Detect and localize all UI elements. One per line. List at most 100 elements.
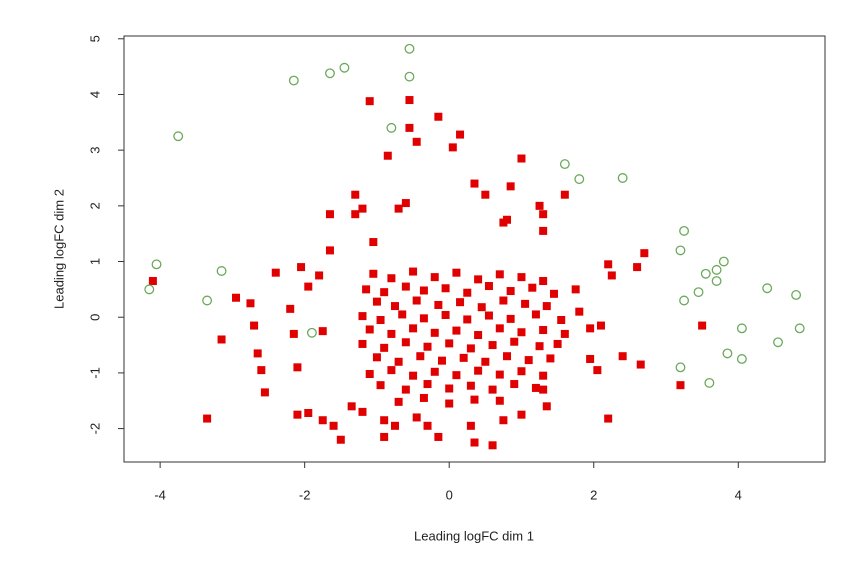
- point: [445, 339, 454, 348]
- point: [531, 383, 540, 392]
- point: [495, 324, 504, 333]
- point: [524, 356, 533, 365]
- point: [466, 344, 475, 353]
- point: [539, 210, 548, 219]
- point: [391, 302, 400, 311]
- point: [293, 410, 302, 419]
- point: [448, 143, 457, 152]
- point: [604, 414, 613, 423]
- point: [517, 273, 526, 282]
- point: [539, 385, 548, 394]
- point: [488, 341, 497, 350]
- point: [575, 307, 584, 316]
- point: [339, 62, 350, 73]
- point: [419, 286, 428, 295]
- point: [675, 245, 686, 256]
- point: [380, 432, 389, 441]
- point: [365, 325, 374, 334]
- y-tick-label: 2: [87, 202, 102, 209]
- point: [369, 269, 378, 278]
- point: [329, 421, 338, 430]
- point: [539, 326, 548, 335]
- point: [297, 263, 306, 272]
- point: [474, 331, 483, 340]
- point: [675, 362, 686, 373]
- point: [736, 354, 747, 364]
- point: [549, 289, 558, 298]
- point: [517, 154, 526, 163]
- point: [503, 352, 512, 361]
- point: [557, 316, 566, 324]
- point: [503, 215, 512, 224]
- point: [423, 380, 432, 389]
- point: [398, 310, 407, 319]
- point: [470, 438, 479, 447]
- point: [288, 75, 299, 86]
- point: [386, 122, 397, 133]
- point: [711, 276, 722, 286]
- point: [711, 264, 722, 275]
- y-tick-label: 1: [87, 258, 102, 265]
- point: [358, 339, 367, 348]
- y-tick-label: -1: [87, 367, 102, 379]
- point: [376, 316, 385, 324]
- point: [586, 354, 595, 363]
- point: [318, 416, 327, 425]
- point: [722, 348, 733, 359]
- point: [380, 416, 389, 425]
- point: [633, 263, 642, 272]
- point: [488, 441, 497, 450]
- point: [474, 275, 483, 284]
- point: [173, 131, 184, 142]
- x-tick-label: -4: [154, 487, 166, 502]
- point: [506, 182, 515, 191]
- point: [445, 399, 454, 408]
- point: [419, 314, 428, 323]
- point: [202, 295, 213, 306]
- point: [401, 385, 410, 394]
- point: [521, 299, 530, 308]
- point: [718, 256, 729, 267]
- point: [401, 338, 410, 347]
- point: [362, 285, 371, 294]
- point: [679, 295, 690, 306]
- point: [560, 190, 569, 199]
- point: [452, 268, 461, 277]
- point: [434, 432, 443, 441]
- y-tick-label: 5: [87, 35, 102, 42]
- point: [376, 381, 385, 390]
- point: [394, 397, 403, 406]
- point: [151, 259, 162, 270]
- point: [351, 190, 360, 199]
- point: [700, 268, 711, 279]
- y-tick-label: 3: [87, 147, 102, 154]
- point: [762, 283, 773, 294]
- point: [434, 300, 443, 309]
- point: [456, 298, 465, 307]
- point: [412, 137, 421, 146]
- point: [358, 312, 367, 321]
- point: [412, 413, 421, 422]
- point: [232, 293, 241, 302]
- y-tick-label: 4: [87, 91, 102, 98]
- point: [387, 366, 396, 375]
- point: [380, 343, 389, 352]
- point: [698, 321, 707, 330]
- point: [416, 352, 425, 361]
- point: [369, 238, 378, 247]
- point: [430, 328, 439, 337]
- point: [488, 385, 497, 394]
- point: [365, 370, 374, 379]
- point: [506, 287, 515, 296]
- point: [466, 421, 475, 430]
- point: [401, 199, 410, 208]
- point: [794, 323, 805, 334]
- point: [459, 353, 468, 362]
- point: [250, 321, 259, 330]
- point: [477, 303, 486, 312]
- point: [286, 304, 295, 313]
- point: [404, 43, 415, 54]
- point: [401, 282, 410, 291]
- y-axis-label: Leading logFC dim 2: [51, 189, 66, 309]
- point: [535, 342, 544, 351]
